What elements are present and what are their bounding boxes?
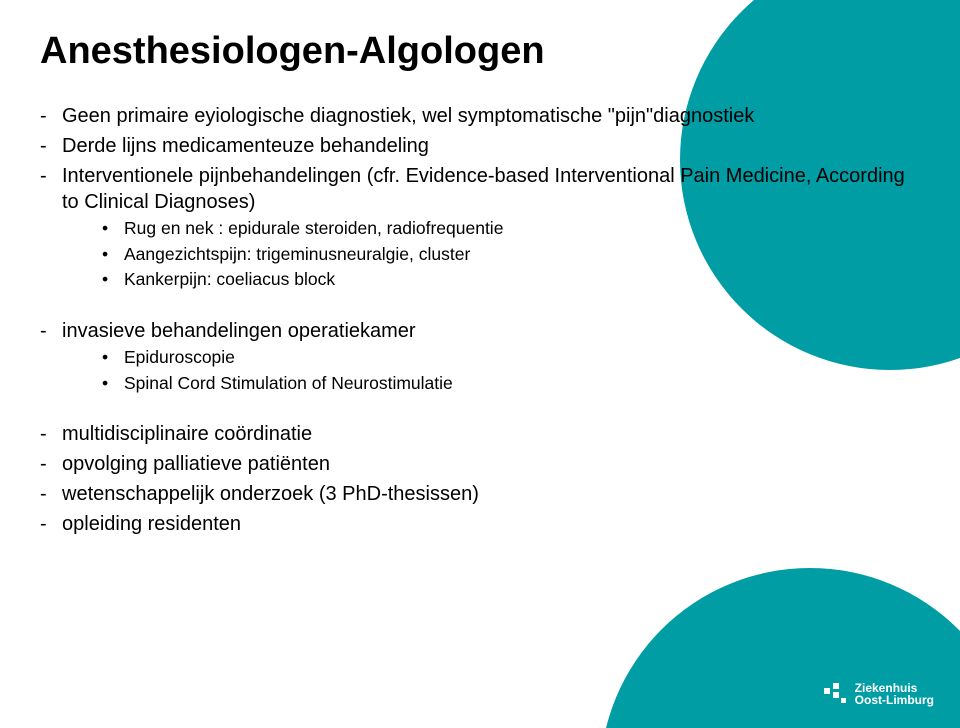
logo-icon: [821, 680, 849, 708]
list-item-text: opleiding residenten: [62, 513, 241, 535]
sub-list-item: Spinal Cord Stimulation of Neurostimulat…: [102, 372, 920, 396]
spacer: [40, 399, 920, 421]
list-item-text: wetenschappelijk onderzoek (3 PhD-thesis…: [62, 483, 479, 505]
list-item-text: invasieve behandelingen operatiekamer: [62, 320, 416, 342]
sub-list-item: Aangezichtspijn: trigeminusneuralgie, cl…: [102, 243, 920, 267]
list-item: opvolging palliatieve patiënten: [40, 451, 920, 477]
logo-text: Ziekenhuis Oost-Limburg: [855, 682, 934, 706]
list-item: Geen primaire eyiologische diagnostiek, …: [40, 103, 920, 129]
sub-list-item: Kankerpijn: coeliacus block: [102, 268, 920, 292]
list-item-text: multidisciplinaire coördinatie: [62, 423, 312, 445]
list-item: opleiding residenten: [40, 511, 920, 537]
list-item: Derde lijns medicamenteuze behandeling: [40, 133, 920, 159]
logo-line2: Oost-Limburg: [855, 694, 934, 706]
slide: Anesthesiologen-Algologen Geen primaire …: [0, 0, 960, 728]
list-item-text: Geen primaire eyiologische diagnostiek, …: [62, 105, 754, 127]
sub-list: EpiduroscopieSpinal Cord Stimulation of …: [102, 346, 920, 395]
list-item: invasieve behandelingen operatiekamer Epi…: [40, 318, 920, 395]
slide-content: Geen primaire eyiologische diagnostiek, …: [40, 103, 920, 537]
bullet-list: Geen primaire eyiologische diagnostiek, …: [40, 103, 920, 537]
list-item-text: Interventionele pijnbehandelingen (cfr. …: [62, 165, 905, 213]
sub-list-item: Epiduroscopie: [102, 346, 920, 370]
list-item: multidisciplinaire coördinatie: [40, 421, 920, 447]
hospital-logo: Ziekenhuis Oost-Limburg: [821, 680, 934, 708]
sub-list-item: Rug en nek : epidurale steroiden, radiof…: [102, 217, 920, 241]
list-item: Interventionele pijnbehandelingen (cfr. …: [40, 163, 920, 292]
list-item: wetenschappelijk onderzoek (3 PhD-thesis…: [40, 481, 920, 507]
sub-list: Rug en nek : epidurale steroiden, radiof…: [102, 217, 920, 292]
list-item-text: Derde lijns medicamenteuze behandeling: [62, 135, 429, 157]
list-item-text: opvolging palliatieve patiënten: [62, 453, 330, 475]
